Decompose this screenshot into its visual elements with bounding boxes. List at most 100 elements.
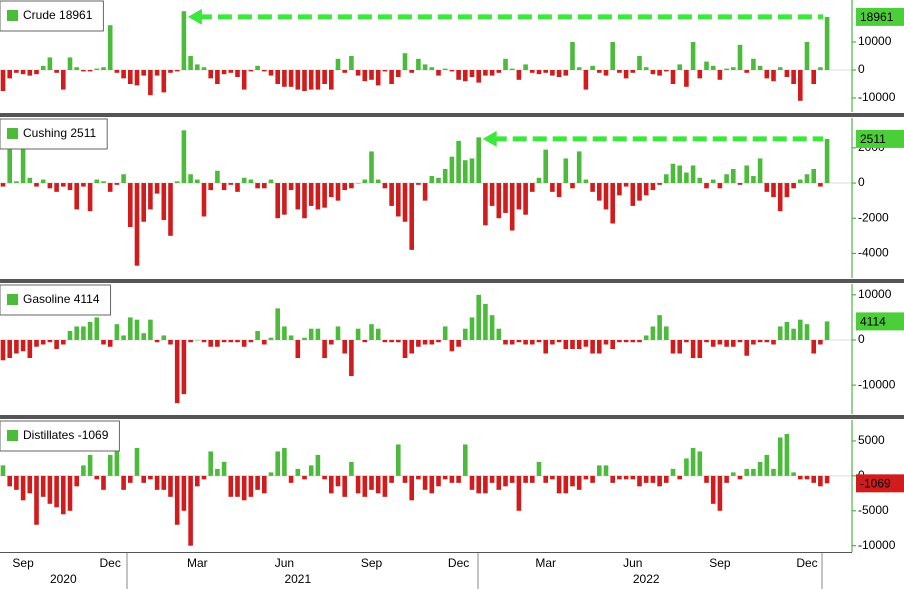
bar bbox=[121, 475, 126, 490]
bar bbox=[168, 70, 173, 73]
bar bbox=[737, 475, 743, 480]
bar bbox=[496, 475, 502, 490]
bar bbox=[94, 179, 100, 184]
bar bbox=[409, 475, 414, 501]
year-label: 2022 bbox=[633, 572, 660, 586]
bar bbox=[342, 339, 347, 354]
bar bbox=[188, 174, 193, 184]
bar bbox=[650, 326, 656, 340]
bar bbox=[509, 183, 515, 231]
bar bbox=[101, 67, 106, 70]
bar bbox=[804, 475, 810, 480]
bar bbox=[617, 339, 622, 343]
bar bbox=[516, 475, 522, 511]
bar bbox=[657, 70, 662, 76]
bar bbox=[329, 339, 334, 345]
bar bbox=[302, 70, 307, 91]
bar bbox=[744, 468, 749, 476]
bar bbox=[154, 339, 160, 343]
bar bbox=[489, 183, 495, 206]
bar bbox=[751, 468, 756, 476]
bar bbox=[208, 183, 213, 191]
bar bbox=[731, 168, 736, 184]
bar bbox=[516, 339, 522, 343]
bar bbox=[248, 179, 254, 184]
bar bbox=[489, 70, 495, 76]
y-tick-label: -2000 bbox=[858, 210, 889, 224]
bar bbox=[288, 475, 294, 483]
bar bbox=[416, 475, 421, 480]
x-tick-label: Dec bbox=[448, 556, 469, 570]
bar bbox=[476, 70, 481, 83]
bar bbox=[684, 458, 689, 476]
bar bbox=[657, 183, 662, 185]
bar bbox=[141, 183, 146, 222]
bar bbox=[436, 70, 441, 76]
bar bbox=[784, 433, 790, 476]
bar bbox=[771, 339, 776, 345]
legend-swatch bbox=[7, 128, 18, 139]
bar bbox=[791, 70, 796, 84]
bar bbox=[690, 447, 696, 476]
bar bbox=[724, 68, 729, 70]
bar bbox=[570, 183, 575, 189]
bar bbox=[811, 70, 816, 84]
bar bbox=[757, 158, 763, 184]
bar bbox=[282, 70, 287, 87]
bar bbox=[335, 58, 341, 70]
bar bbox=[342, 70, 347, 73]
bar bbox=[295, 468, 301, 476]
bar bbox=[201, 183, 207, 217]
bar bbox=[463, 328, 468, 340]
bar bbox=[456, 339, 461, 347]
bar bbox=[74, 183, 79, 210]
bar bbox=[476, 137, 481, 184]
bar bbox=[302, 475, 307, 480]
bar bbox=[7, 475, 12, 487]
bar bbox=[161, 70, 167, 93]
bar bbox=[382, 183, 388, 189]
bar bbox=[47, 475, 53, 504]
bar bbox=[375, 328, 381, 340]
bar bbox=[47, 57, 53, 70]
bar bbox=[168, 339, 173, 345]
bar bbox=[255, 330, 260, 340]
bar bbox=[670, 70, 676, 84]
bar bbox=[710, 339, 716, 347]
bar bbox=[369, 324, 374, 340]
bar bbox=[536, 339, 542, 343]
y-tick-label: 0 bbox=[858, 332, 865, 346]
value-label: 2511 bbox=[860, 132, 886, 146]
x-tick-label: Jun bbox=[275, 556, 294, 570]
bar bbox=[449, 475, 455, 483]
bar bbox=[530, 183, 535, 192]
bar bbox=[804, 324, 810, 340]
bar bbox=[590, 475, 595, 483]
bar bbox=[476, 294, 481, 340]
bar bbox=[107, 183, 113, 192]
bar bbox=[724, 339, 729, 347]
bar bbox=[610, 42, 615, 70]
bar bbox=[34, 70, 39, 75]
bar bbox=[757, 339, 763, 343]
bar bbox=[375, 179, 381, 184]
bar bbox=[128, 183, 133, 228]
bar bbox=[355, 183, 361, 184]
bar bbox=[563, 339, 569, 349]
bar bbox=[704, 475, 709, 483]
bar bbox=[114, 70, 120, 73]
bar bbox=[429, 67, 435, 70]
x-tick-label: Sep bbox=[361, 556, 383, 570]
bar bbox=[161, 183, 167, 220]
bar bbox=[7, 70, 12, 79]
bar bbox=[349, 339, 354, 377]
legend-text: Distillates -1069 bbox=[23, 428, 109, 442]
bar bbox=[791, 183, 796, 189]
bar bbox=[416, 58, 421, 70]
bar bbox=[34, 183, 39, 187]
bar bbox=[657, 475, 662, 487]
bar bbox=[174, 339, 180, 404]
bar bbox=[148, 183, 153, 210]
bar bbox=[777, 326, 783, 340]
bar bbox=[61, 70, 66, 90]
